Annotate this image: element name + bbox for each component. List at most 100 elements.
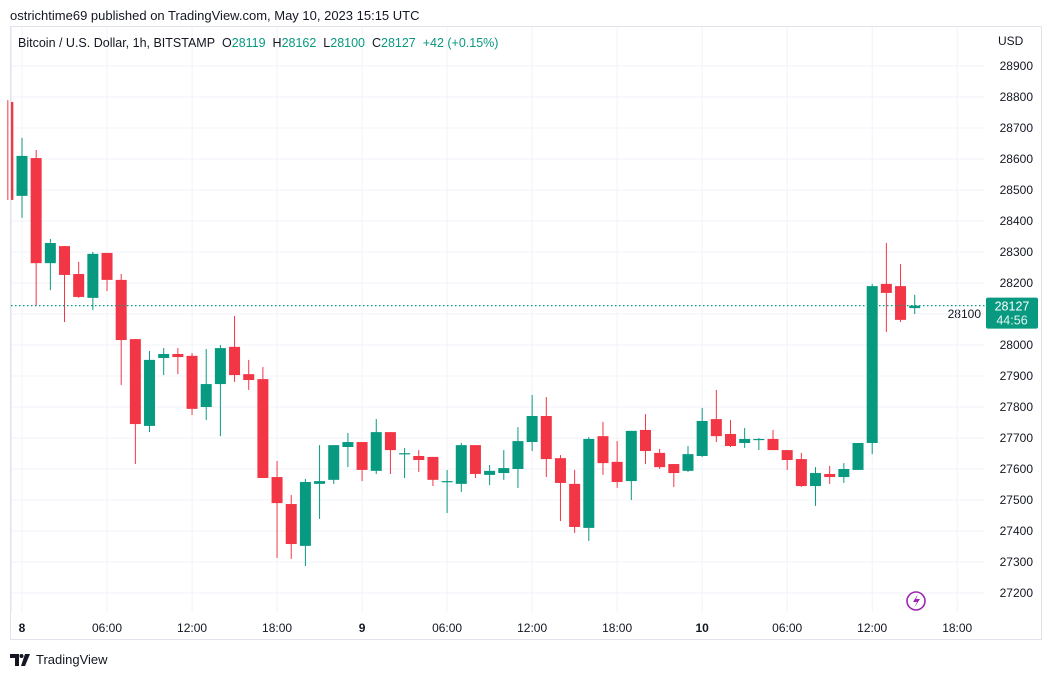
y-tick-label: 28300 [1000,245,1034,259]
x-tick-label: 06:00 [92,621,122,635]
candle-body [257,379,269,478]
candle [229,315,241,382]
candle [441,469,453,514]
candle-body [824,473,836,478]
candle [158,348,170,376]
published-caption: ostrichtime69 published on TradingView.c… [10,8,420,23]
candle [384,432,396,474]
last-price-value: 28127 [995,300,1030,314]
candle [356,442,368,482]
candle-body [753,438,765,441]
x-tick-label: 8 [19,621,26,635]
candle-body [781,450,793,461]
candle-body [498,468,510,474]
candle-body [59,246,71,275]
y-tick-label: 28800 [1000,90,1034,104]
open-value: 28119 [231,36,266,50]
candle-body [597,436,609,464]
candle-body [314,481,326,484]
candle [16,137,28,218]
candle-body [625,430,637,482]
candle-body [866,286,878,443]
candle [512,427,524,488]
bar-countdown: 44:56 [996,314,1027,328]
candle-body [725,433,736,447]
candle [895,264,907,323]
candle-body [880,283,892,293]
candle [781,450,793,470]
candle-body [795,459,807,487]
candle-body [16,155,28,196]
y-tick-label: 27300 [1000,555,1034,569]
candle [200,349,212,421]
candle [880,243,892,332]
candle [101,252,113,292]
candle-body [200,384,212,407]
candle-body [44,243,56,264]
candle [739,428,751,448]
candle [810,467,822,506]
open-label: O [222,36,232,50]
candle-body [370,432,382,471]
candle-body [469,445,481,474]
lightning-icon[interactable] [906,591,926,611]
x-tick-label: 18:00 [262,621,292,635]
candle-body [285,504,297,545]
candle-body [554,458,566,483]
change-value: +42 (+0.15%) [422,36,499,50]
candle-body [427,456,439,480]
candle-body [243,374,255,381]
candle-body [611,461,623,483]
y-tick-label: 28400 [1000,214,1034,228]
candle-body [101,252,113,280]
candle [554,455,566,522]
candle-body [384,432,396,451]
y-tick-label: 28200 [1000,276,1034,290]
candle [314,445,326,519]
candle-body [342,442,354,447]
x-tick-label: 06:00 [772,621,802,635]
candle [87,252,99,310]
x-tick-label: 06:00 [432,621,462,635]
candle [243,359,255,390]
candle-body [526,415,538,443]
candle-body [229,346,241,376]
candle [30,150,42,306]
x-tick-label: 12:00 [177,621,207,635]
candle-body [11,101,14,200]
candle-body [328,445,340,480]
candle-body [214,348,226,385]
candle-body [484,470,496,475]
low-label: L [323,36,331,50]
candle [342,433,354,468]
candle [725,420,736,447]
candle-body [540,415,552,460]
brand-name: TradingView [36,652,108,667]
candle [569,469,581,533]
candle-body [158,353,170,359]
candle [753,438,765,451]
candle [526,394,538,452]
candle-body [838,469,850,478]
candle-body [30,158,42,264]
y-tick-label: 27400 [1000,524,1034,538]
candle-body [909,305,921,309]
ohlc-legend: Bitcoin / U.S. Dollar, 1h, BITSTAMP O281… [18,36,498,50]
y-tick-label: 27600 [1000,462,1034,476]
candle-body [810,473,822,487]
candle-body [710,419,722,437]
candle-body [682,454,694,471]
candle-body [895,286,907,320]
candle-body [129,339,141,425]
candle-body [668,464,680,474]
candle [299,478,311,567]
candle [583,437,595,541]
x-tick-label: 12:00 [517,621,547,635]
candle [172,348,184,375]
candle [696,407,708,457]
y-tick-label: 28500 [1000,183,1034,197]
candle [484,464,496,486]
tradingview-logo[interactable]: TradingView [10,652,108,667]
candle [186,353,198,416]
